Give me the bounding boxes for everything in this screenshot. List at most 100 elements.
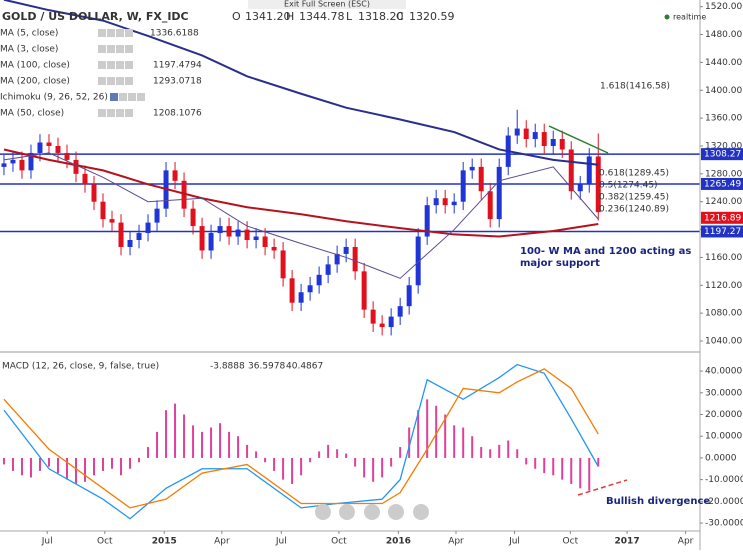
candle-body	[19, 159, 25, 171]
candle-body	[406, 285, 412, 307]
indicator-button[interactable]	[116, 61, 124, 69]
indicator-button[interactable]	[107, 77, 115, 85]
indicator-button[interactable]	[116, 45, 124, 53]
indicator-button[interactable]	[116, 109, 124, 117]
y-tick-label: 1400.00	[705, 86, 742, 96]
indicator-button[interactable]	[119, 93, 127, 101]
indicator-button[interactable]	[125, 29, 133, 37]
indicator-button[interactable]	[107, 29, 115, 37]
divergence-line	[577, 479, 628, 496]
indicator-button[interactable]	[116, 29, 124, 37]
annotation: Bullish divergence	[606, 496, 710, 507]
candle-body	[109, 219, 115, 223]
candle-body	[595, 156, 601, 213]
zoom-button[interactable]	[388, 504, 404, 520]
indicator-button[interactable]	[98, 109, 106, 117]
candle-body	[496, 166, 502, 220]
indicator-button[interactable]	[125, 61, 133, 69]
zoom-controls[interactable]	[315, 504, 429, 520]
y-tick-label: 20.0000	[705, 410, 742, 420]
x-tick-label: Apr	[678, 537, 694, 547]
histogram-bar	[291, 457, 294, 484]
fullscreen-bar[interactable]	[248, 0, 406, 9]
histogram-bar	[201, 431, 204, 458]
indicator-value: 1197.4794	[153, 61, 202, 71]
zoom-button[interactable]	[364, 504, 380, 520]
indicator-value: 1293.0718	[153, 77, 202, 87]
indicator-button[interactable]	[125, 77, 133, 85]
histogram-bar	[336, 449, 339, 458]
candle-body	[379, 323, 385, 328]
histogram-bar	[543, 457, 546, 474]
indicator-button[interactable]	[107, 109, 115, 117]
indicator-button[interactable]	[98, 45, 106, 53]
candle-body	[451, 201, 457, 206]
candle-body	[469, 166, 475, 171]
histogram-bar	[516, 449, 519, 458]
indicator-name: MA (3, close)	[0, 45, 58, 55]
zoom-button[interactable]	[315, 504, 331, 520]
histogram-bar	[534, 457, 537, 469]
macd-reading: 40.4867	[286, 362, 323, 372]
indicator-button[interactable]	[125, 109, 133, 117]
histogram-bar	[138, 457, 141, 463]
y-tick-label: -10.0000	[705, 475, 743, 485]
indicator-button[interactable]	[128, 93, 136, 101]
indicator-button[interactable]	[137, 93, 145, 101]
histogram-bar	[129, 457, 132, 469]
indicator-button[interactable]	[125, 45, 133, 53]
indicator-button[interactable]	[98, 61, 106, 69]
y-tick-label: 0.0000	[705, 453, 737, 463]
candle-body	[91, 184, 97, 202]
indicator-button[interactable]	[107, 45, 115, 53]
histogram-bar	[264, 457, 267, 463]
indicator-button[interactable]	[107, 61, 115, 69]
ohlc-key: O	[232, 10, 241, 23]
candle-body	[199, 226, 205, 251]
candle-body	[271, 246, 277, 251]
x-tick-label: Oct	[331, 537, 347, 547]
histogram-bar	[417, 410, 420, 458]
candle-body	[415, 236, 421, 286]
indicator-line	[3, 0, 599, 166]
zoom-button[interactable]	[339, 504, 355, 520]
candle-body	[559, 139, 565, 150]
histogram-bar	[327, 444, 330, 458]
candle-body	[316, 274, 322, 286]
candle-body	[343, 246, 349, 254]
y-tick-label: 1520.00	[705, 2, 742, 12]
candle-body	[82, 173, 88, 185]
candle-body	[10, 159, 16, 164]
indicator-name: MA (5, close)	[0, 29, 58, 39]
indicator-button[interactable]	[98, 29, 106, 37]
histogram-bar	[147, 447, 150, 458]
histogram-bar	[192, 425, 195, 458]
indicator-name: MA (200, close)	[0, 77, 70, 87]
candle-body	[118, 222, 124, 247]
zoom-button[interactable]	[413, 504, 429, 520]
candle-body	[532, 132, 538, 140]
candle-body	[289, 278, 295, 303]
ohlc-value: 1344.78	[299, 10, 345, 23]
candle-body	[433, 198, 439, 206]
histogram-bar	[507, 440, 510, 458]
indicator-button[interactable]	[110, 93, 118, 101]
candle-body	[217, 226, 223, 234]
realtime-dot	[664, 14, 670, 20]
fib-label: 0.5(1274.45)	[599, 181, 658, 191]
indicator-button[interactable]	[116, 77, 124, 85]
histogram-bar	[29, 457, 32, 478]
histogram-bar	[2, 457, 5, 465]
indicator-button[interactable]	[98, 77, 106, 85]
candle-body	[334, 253, 340, 265]
fullscreen-text[interactable]: Exit Full Screen (ESC)	[284, 0, 370, 9]
histogram-bar	[498, 444, 501, 458]
y-tick-label: 40.0000	[705, 367, 742, 377]
candle-body	[172, 170, 178, 181]
histogram-bar	[273, 457, 276, 471]
y-tick-label: 1440.00	[705, 58, 742, 68]
histogram-bar	[588, 457, 591, 491]
y-tick-label: 1080.00	[705, 309, 742, 319]
indicator-line	[3, 152, 599, 279]
